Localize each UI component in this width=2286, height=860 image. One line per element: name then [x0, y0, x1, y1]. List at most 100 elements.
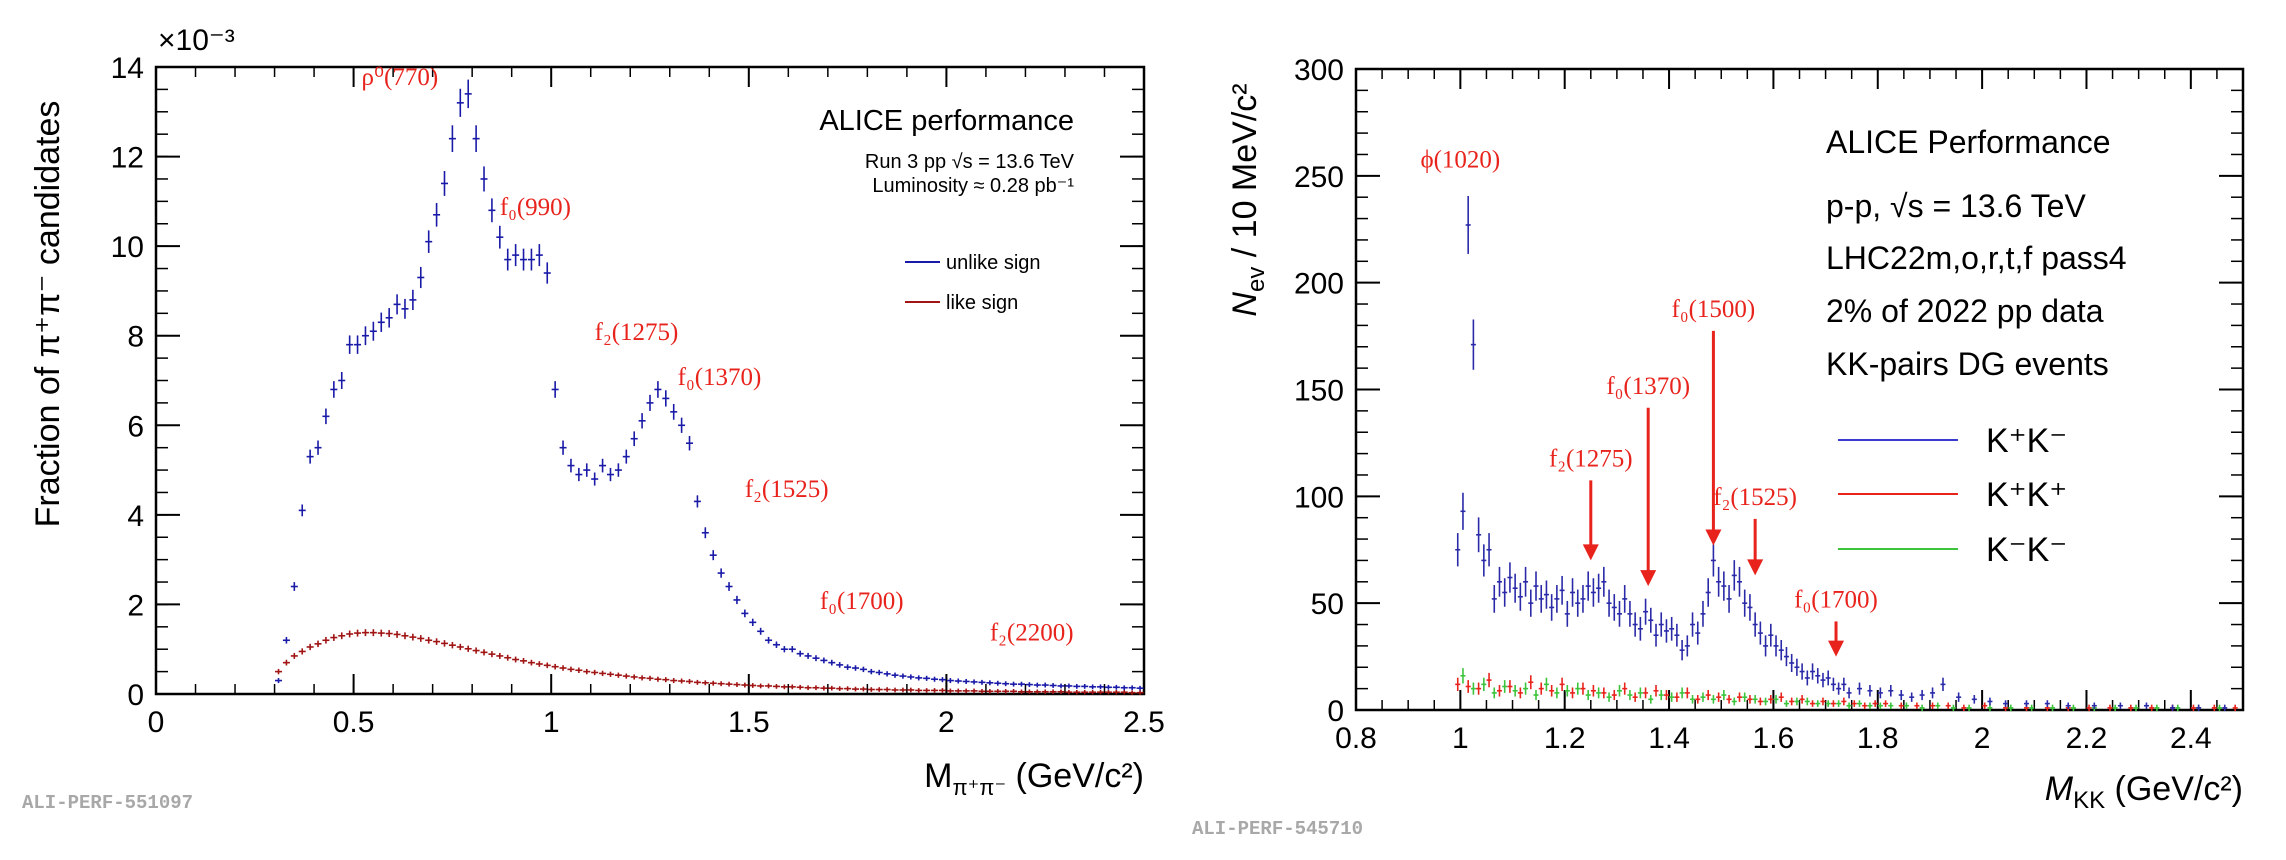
x-tick-label: 1.5 — [728, 706, 770, 739]
data-point — [1528, 589, 1534, 617]
data-point — [1799, 695, 1805, 704]
data-point — [1841, 677, 1847, 692]
resonance-label: f₀(1500) — [1672, 296, 1756, 323]
data-point — [1097, 684, 1105, 690]
data-point — [1601, 687, 1607, 699]
data-point — [354, 629, 362, 637]
x-tick-label: 2 — [938, 706, 955, 739]
data-point — [2003, 700, 2009, 707]
data-point — [2190, 704, 2196, 712]
series-like-sign — [275, 629, 1144, 695]
data-point — [1033, 689, 1041, 695]
data-point — [2143, 702, 2149, 709]
data-point — [2008, 704, 2014, 712]
data-point — [1554, 687, 1560, 699]
data-point — [354, 335, 362, 354]
data-point — [369, 629, 377, 637]
data-point — [1679, 639, 1685, 661]
data-point — [986, 689, 994, 694]
data-point — [678, 678, 686, 684]
info-line-4: 2% of 2022 pp data — [1826, 293, 2104, 329]
data-point — [1919, 689, 1925, 701]
data-point — [535, 661, 543, 667]
data-point — [2222, 704, 2228, 712]
data-point — [346, 335, 354, 354]
data-point — [1935, 702, 1941, 709]
data-point — [1674, 623, 1680, 647]
data-point — [1611, 689, 1617, 701]
data-point — [1622, 682, 1628, 695]
data-point — [646, 394, 654, 411]
data-point — [828, 659, 836, 666]
data-point — [994, 680, 1002, 686]
data-point — [1914, 702, 1920, 709]
data-point — [369, 321, 377, 341]
data-point — [1570, 687, 1576, 699]
data-point — [1643, 687, 1649, 699]
x-axis-title: Mπ⁺π⁻ (GeV/c²) — [924, 757, 1144, 800]
x-tick-label: 2.4 — [2170, 722, 2212, 755]
data-point — [1742, 692, 1748, 702]
data-point — [314, 640, 322, 648]
data-point — [1512, 573, 1518, 603]
x-tick-label: 1.6 — [1753, 722, 1795, 755]
data-point — [551, 381, 559, 398]
data-point — [338, 371, 346, 390]
data-point — [686, 435, 694, 451]
info-line-5: KK-pairs DG events — [1826, 346, 2109, 382]
data-point — [1721, 689, 1727, 701]
data-point — [1820, 697, 1826, 706]
data-point — [1945, 702, 1951, 709]
data-point — [448, 125, 456, 153]
data-point — [575, 467, 583, 482]
data-point — [630, 431, 638, 447]
data-point — [2117, 702, 2123, 709]
data-point — [788, 646, 796, 653]
data-point — [1585, 571, 1591, 601]
data-point — [1073, 683, 1081, 689]
data-point — [978, 689, 986, 694]
data-point — [1752, 695, 1758, 704]
data-point — [2070, 704, 2076, 712]
data-point — [883, 671, 891, 677]
series-kplus-kplus — [1455, 672, 2238, 712]
data-point — [1747, 594, 1753, 621]
data-point — [1783, 646, 1789, 667]
data-point — [804, 652, 812, 659]
data-point — [852, 686, 860, 692]
data-point — [1674, 692, 1680, 702]
data-point — [456, 88, 464, 117]
data-point — [1956, 692, 1962, 702]
data-point — [844, 664, 852, 670]
x-tick-label: 0.5 — [333, 706, 375, 739]
data-point — [1502, 578, 1508, 607]
data-point — [1632, 692, 1638, 702]
info-line-3: LHC22m,o,r,t,f pass4 — [1826, 240, 2127, 276]
data-point — [1627, 689, 1633, 701]
data-point — [678, 417, 686, 433]
data-point — [638, 413, 646, 429]
x-tick-label: 1.2 — [1544, 722, 1586, 755]
data-point — [504, 654, 512, 661]
data-point — [994, 689, 1002, 694]
data-point — [314, 440, 322, 455]
data-point — [1033, 682, 1041, 688]
data-point — [1768, 695, 1774, 704]
y-axis-title-main: N — [1226, 292, 1264, 317]
data-point — [828, 685, 836, 691]
data-point — [2211, 704, 2217, 712]
data-point — [1616, 600, 1622, 627]
series-unlike-sign — [275, 79, 1144, 691]
x-tick-label: 2.5 — [1123, 706, 1165, 739]
y-tick-label: 250 — [1294, 161, 1344, 194]
data-point — [1128, 685, 1136, 691]
y-tick-label: 2 — [127, 589, 144, 622]
data-point — [551, 663, 559, 670]
data-point — [1465, 196, 1471, 254]
resonance-label: f₀(1700) — [1794, 586, 1878, 613]
data-point — [954, 678, 962, 684]
data-point — [1002, 689, 1010, 694]
data-point — [1470, 682, 1476, 695]
data-point — [741, 609, 749, 618]
data-point — [2217, 704, 2223, 712]
